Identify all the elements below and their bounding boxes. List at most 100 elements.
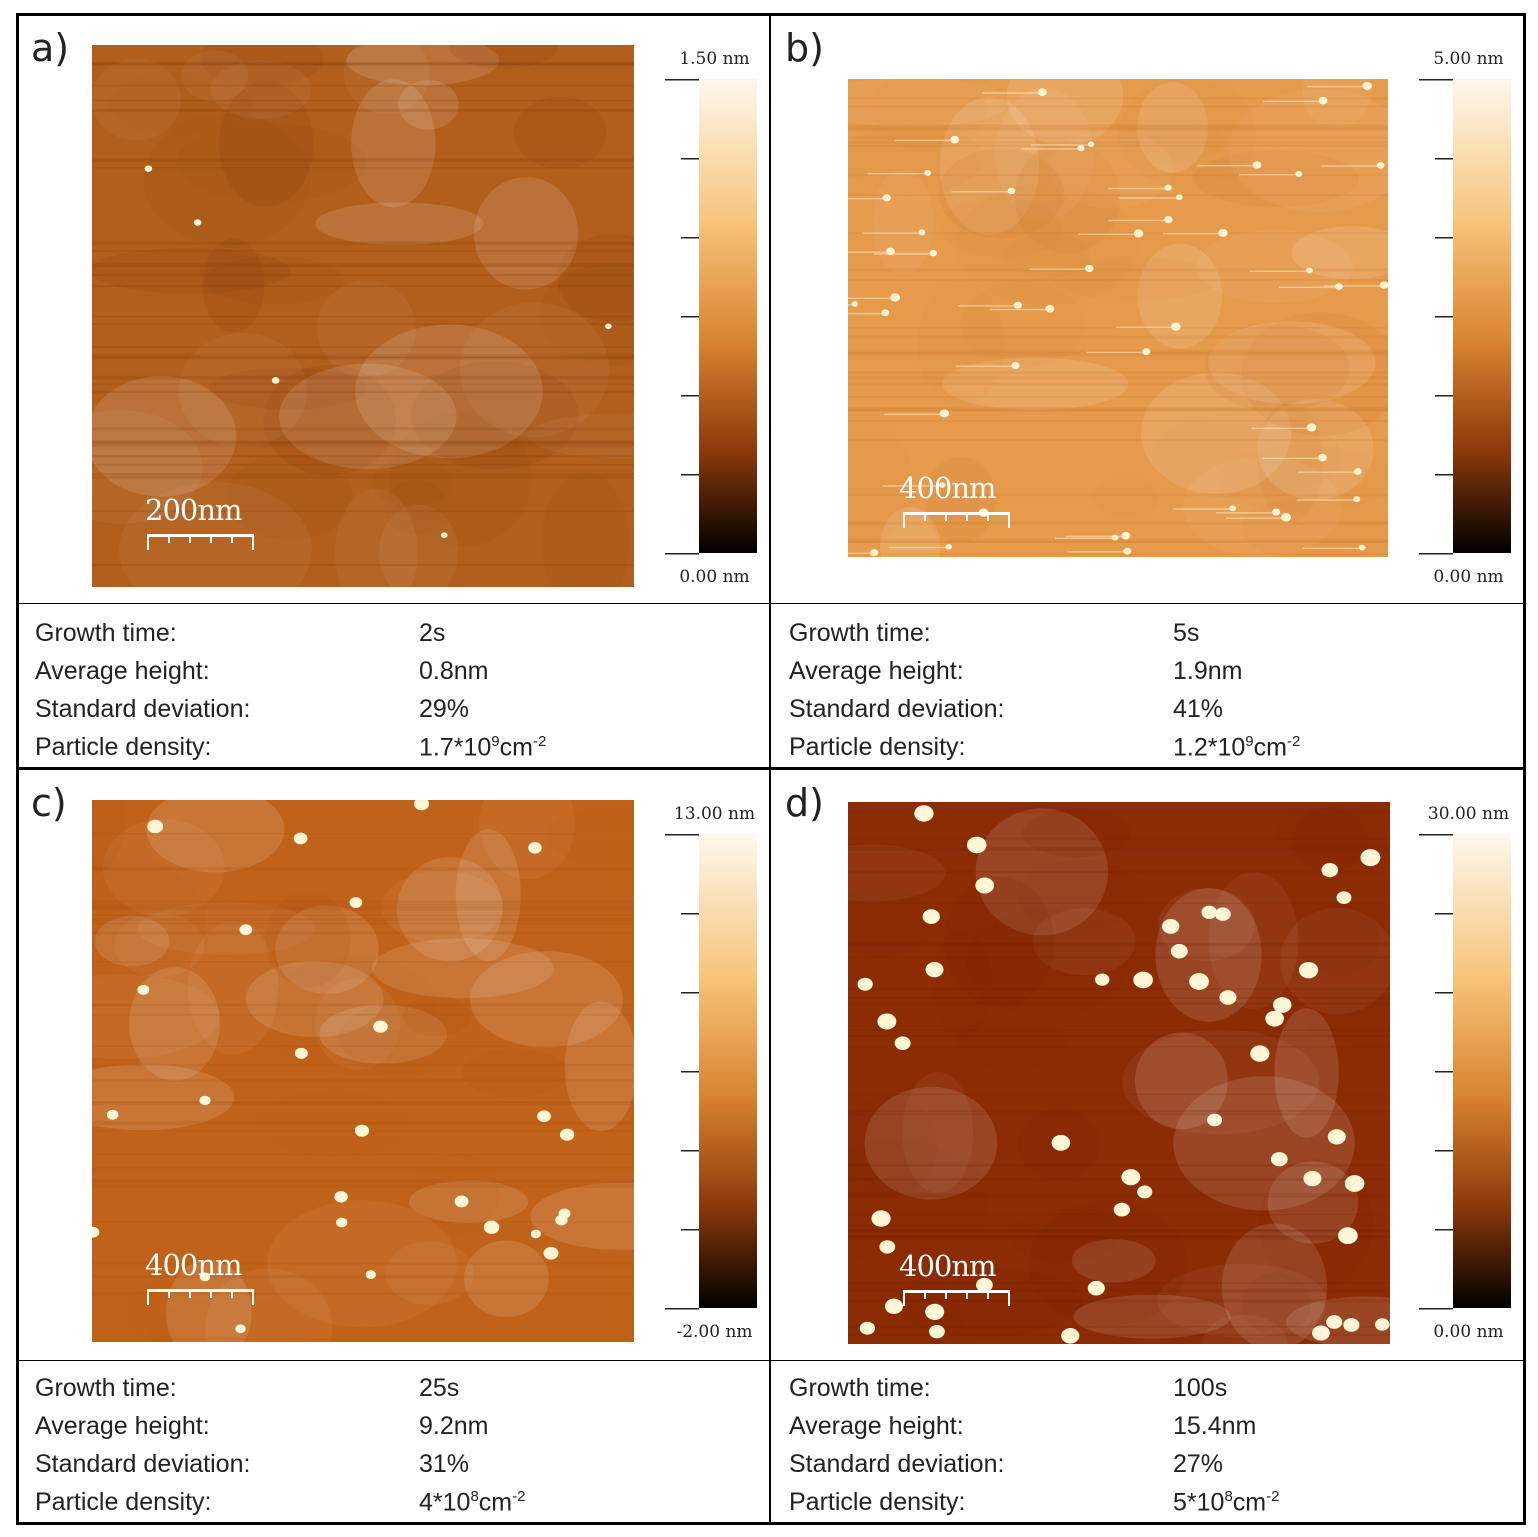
- panel-letter: d): [785, 781, 824, 825]
- stats-table: Growth time: 2s Average height: 0.8nm Standa…: [17, 605, 772, 767]
- stat-row-standard-deviation: Standard deviation: 41%: [789, 695, 1509, 731]
- particle: [454, 1195, 469, 1208]
- stat-label: Average height:: [35, 657, 210, 685]
- particle: [1280, 513, 1291, 522]
- stat-label: Growth time:: [35, 1374, 177, 1402]
- particle: [1250, 1045, 1270, 1062]
- stats-table: Growth time: 100s Average height: 15.4nm Sta…: [771, 1360, 1526, 1522]
- particle: [144, 165, 153, 172]
- afm-image: [92, 45, 634, 587]
- density-exponent: 8: [470, 1488, 479, 1505]
- particle: [1133, 971, 1153, 989]
- stats-table: Growth time: 25s Average height: 9.2nm Stand…: [17, 1360, 772, 1522]
- particle: [271, 377, 280, 384]
- density-mantissa: 4*10: [419, 1488, 471, 1517]
- density-mantissa: 1.2*10: [1173, 733, 1246, 762]
- particle: [914, 805, 934, 822]
- stat-label: Growth time:: [35, 619, 177, 647]
- stats-table: Growth time: 5s Average height: 1.9nm Standa…: [771, 605, 1526, 767]
- particle: [293, 832, 308, 845]
- scale-bar-label: 200nm: [145, 493, 243, 527]
- particle: [1353, 468, 1362, 475]
- particle: [851, 301, 859, 307]
- particle: [354, 1124, 370, 1137]
- stat-row-particle-density: Particle density: 5*108cm-2: [789, 1488, 1509, 1524]
- colorbar-min-label: 0.00 nm: [1433, 1322, 1504, 1342]
- particle: [922, 909, 940, 924]
- stat-value: 31%: [419, 1450, 470, 1478]
- density-mantissa: 1.7*10: [419, 733, 492, 762]
- colorbar: [665, 79, 757, 555]
- particle: [440, 532, 448, 539]
- density-exponent: 8: [1224, 1488, 1233, 1505]
- stat-label: Standard deviation:: [35, 1450, 251, 1478]
- particle: [884, 1298, 903, 1314]
- stats-divider-top: [16, 603, 1526, 604]
- panel-letter: c): [31, 781, 67, 825]
- particle: [528, 842, 542, 854]
- panel-b: b) 400nm 5.00 nm 0.00 nm Growth time: 5s Avera…: [771, 15, 1526, 767]
- particle: [894, 1036, 911, 1050]
- particle: [869, 549, 879, 557]
- stat-row-particle-density: Particle density: 1.2*109cm-2: [789, 733, 1509, 769]
- particle: [294, 1047, 308, 1059]
- particle: [1321, 863, 1339, 878]
- particle: [1121, 1169, 1141, 1186]
- particle: [559, 1128, 575, 1141]
- afm-image: [848, 79, 1388, 557]
- stat-value: 29%: [419, 695, 470, 723]
- stat-label: Average height:: [789, 657, 964, 685]
- particle: [605, 323, 612, 330]
- particle: [235, 1324, 246, 1334]
- colorbar: [665, 834, 757, 1310]
- particle: [857, 977, 873, 991]
- particle: [1272, 508, 1281, 516]
- particle: [199, 1095, 211, 1106]
- stat-label: Average height:: [35, 1412, 210, 1440]
- stat-value: 1.7*109cm-2: [419, 733, 546, 762]
- particle: [1113, 1202, 1130, 1217]
- density-exponent: 9: [491, 733, 500, 750]
- stat-label: Particle density:: [789, 733, 966, 761]
- particle: [1045, 305, 1055, 313]
- particle: [885, 247, 895, 256]
- density-unit-exponent: -2: [532, 733, 547, 750]
- particle: [1374, 1318, 1390, 1331]
- particle: [1123, 547, 1132, 555]
- panel-letter: b): [785, 26, 824, 70]
- frame-bottom: [16, 1522, 1526, 1525]
- particle: [1087, 1280, 1105, 1296]
- particle: [1189, 973, 1209, 990]
- frame-middle-horizontal: [16, 767, 1526, 770]
- scale-bar: [903, 512, 1010, 528]
- particle: [1326, 1315, 1343, 1329]
- colorbar-min-label: 0.00 nm: [1433, 567, 1504, 587]
- stat-value: 1.2*109cm-2: [1173, 733, 1300, 762]
- density-unit: cm: [1232, 1488, 1267, 1517]
- stat-row-growth-time: Growth time: 5s: [789, 619, 1509, 655]
- particle: [924, 170, 932, 176]
- particle: [950, 135, 960, 144]
- frame-top: [16, 13, 1526, 16]
- stat-value: 27%: [1173, 1450, 1224, 1478]
- particle: [966, 836, 987, 854]
- particle: [925, 1303, 945, 1320]
- particle: [537, 1110, 551, 1123]
- particle: [890, 293, 901, 302]
- scale-bar: [147, 1289, 254, 1305]
- colorbar: [1419, 79, 1511, 555]
- particle: [929, 1324, 945, 1339]
- stat-value: 9.2nm: [419, 1412, 489, 1440]
- particle: [1214, 907, 1231, 921]
- panel-c: c) 400nm 13.00 nm -2.00 nm Growth time: 25s Av…: [17, 770, 772, 1522]
- particle: [1379, 281, 1388, 289]
- particle: [1318, 96, 1328, 105]
- particle: [1344, 1175, 1365, 1192]
- particle: [1265, 1010, 1284, 1027]
- particle: [483, 1220, 500, 1234]
- particle: [1061, 1328, 1080, 1344]
- density-unit: cm: [478, 1488, 513, 1517]
- stat-row-average-height: Average height: 9.2nm: [35, 1412, 755, 1448]
- stat-value: 25s: [419, 1374, 460, 1402]
